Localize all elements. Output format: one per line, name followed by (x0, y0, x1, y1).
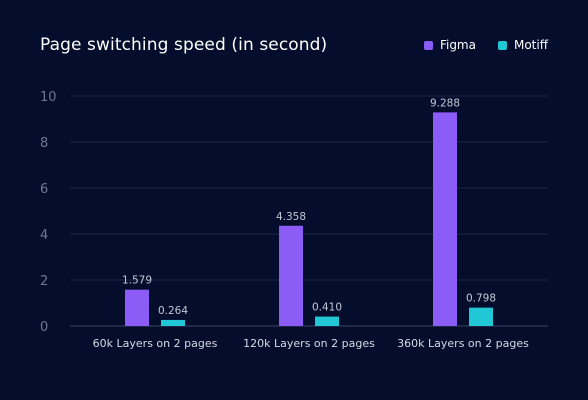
y-tick-label: 0 (40, 320, 48, 335)
y-tick-label: 8 (40, 136, 48, 151)
bar-motiff-1 (161, 319, 185, 326)
x-category-label: 120k Layers on 2 pages (243, 337, 375, 350)
y-tick-label: 4 (40, 228, 48, 243)
grid-layer (70, 95, 548, 327)
bar-motiff-2 (315, 316, 339, 326)
bar-motiff-3 (469, 307, 493, 326)
y-tick-label: 10 (40, 90, 57, 105)
legend-item-motiff: Motiff (497, 38, 548, 52)
data-label-figma-1: 1.579 (122, 275, 152, 287)
data-labels: 1.579 0.264 4.358 0.410 9.288 0.798 (122, 97, 496, 317)
x-axis-categories: 60k Layers on 2 pages 120k Layers on 2 pa… (93, 337, 529, 350)
bar-figma-1 (125, 289, 149, 326)
legend-item-figma: Figma (423, 38, 476, 52)
bar-figma-2 (279, 225, 303, 326)
data-label-motiff-3: 0.798 (466, 293, 496, 305)
data-label-motiff-2: 0.410 (312, 302, 342, 314)
legend-label-figma: Figma (439, 38, 476, 52)
legend-label-motiff: Motiff (513, 38, 548, 52)
legend-swatch-figma (423, 40, 433, 50)
x-category-label: 60k Layers on 2 pages (93, 337, 218, 350)
y-tick-label: 6 (40, 182, 48, 197)
y-tick-label: 2 (40, 274, 48, 289)
chart-legend: Figma Motiff (423, 38, 548, 52)
data-label-figma-2: 4.358 (276, 211, 306, 223)
data-label-motiff-1: 0.264 (158, 305, 188, 317)
x-category-label: 360k Layers on 2 pages (397, 337, 529, 350)
y-axis-ticks: 0 2 4 6 8 10 (40, 90, 57, 335)
bars (125, 112, 493, 326)
bar-figma-3 (433, 112, 457, 326)
chart-title: Page switching speed (in second) (40, 35, 328, 55)
data-label-figma-3: 9.288 (430, 97, 460, 109)
legend-swatch-motiff (497, 40, 507, 50)
